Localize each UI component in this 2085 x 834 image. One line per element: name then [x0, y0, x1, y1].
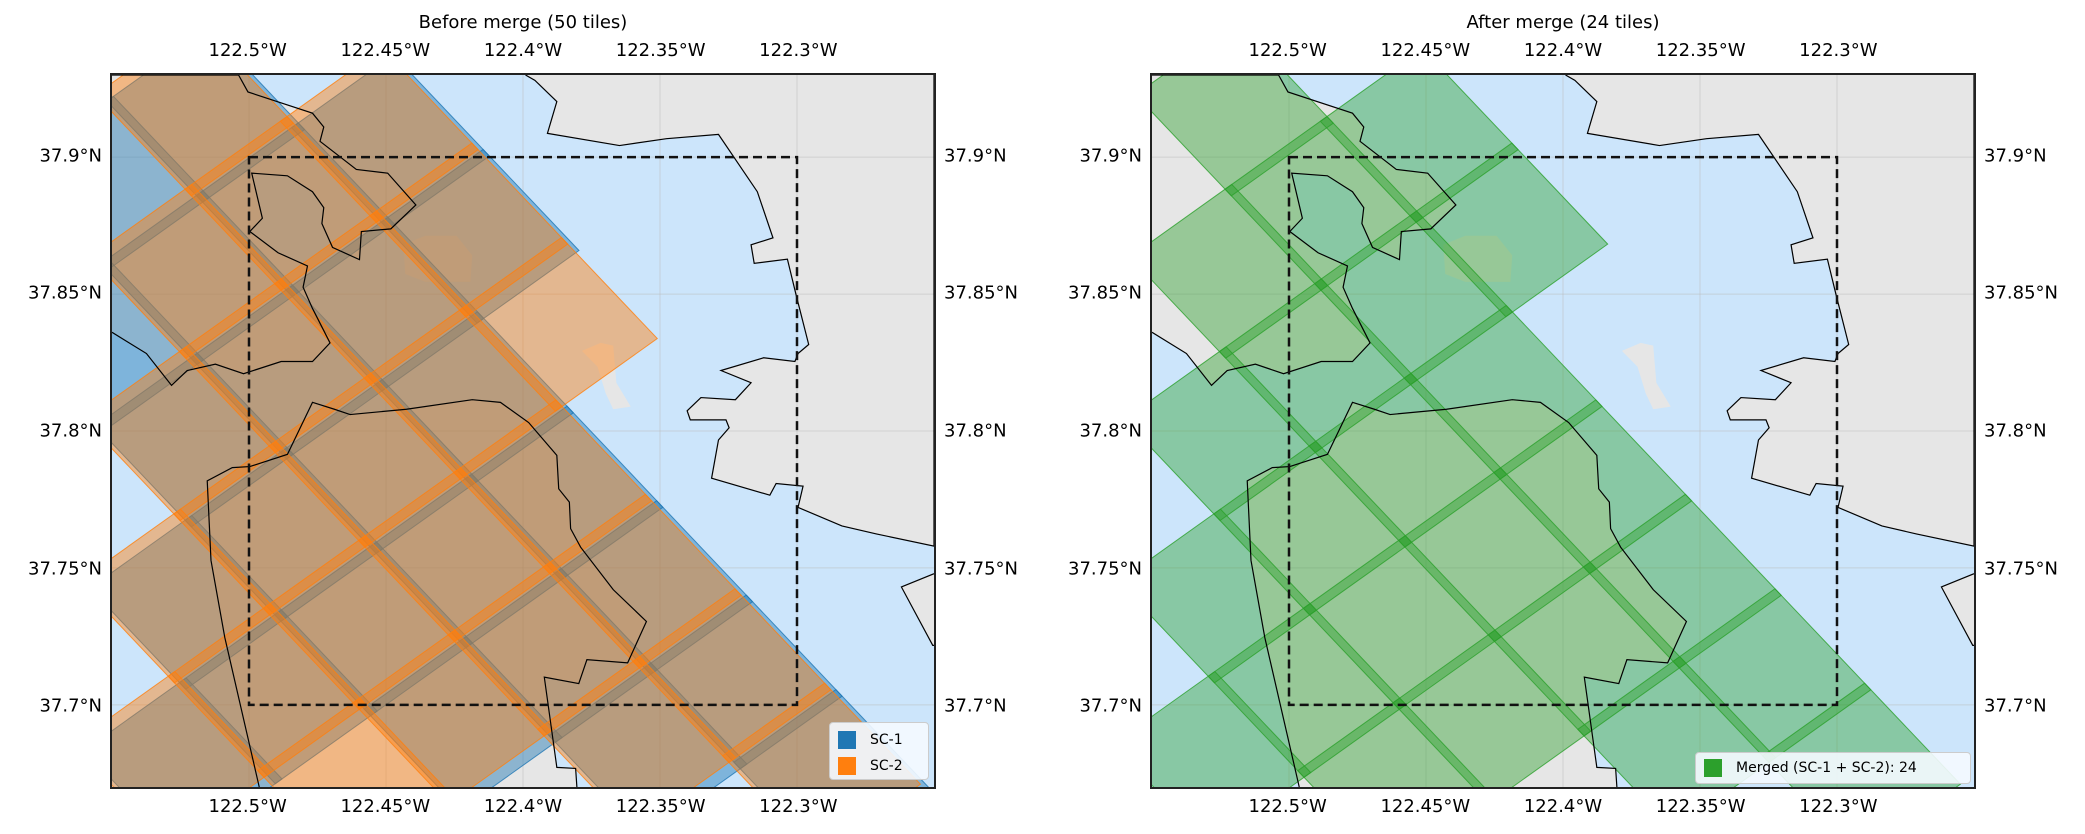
lat-tick-label-left: 37.75°N	[28, 558, 102, 580]
lat-tick-label-right: 37.85°N	[1984, 282, 2058, 304]
coastline	[1247, 400, 1686, 787]
lat-tick-label-left: 37.7°N	[1079, 695, 1142, 717]
lon-tick-label-bottom: 122.4°W	[483, 796, 563, 817]
lat-tick-label-right: 37.75°N	[944, 558, 1018, 580]
land-angel	[403, 235, 473, 282]
lon-tick-label-bottom: 122.45°W	[1380, 796, 1471, 817]
before-merge-panel: Before merge (50 tiles) SC-1 SC-2 122.5°…	[0, 0, 1040, 834]
lon-tick-label-top: 122.5°W	[1248, 40, 1327, 61]
legend-label: SC-2	[870, 758, 903, 774]
lon-tick-label-top: 122.5°W	[208, 40, 287, 61]
lon-tick-label-bottom: 122.5°W	[208, 796, 287, 817]
map-before	[112, 75, 934, 787]
lon-tick-label-bottom: 122.5°W	[1248, 796, 1327, 817]
land-marin	[1152, 75, 1456, 386]
sc1-tile	[381, 149, 579, 323]
lon-tick-label-top: 122.4°W	[483, 40, 563, 61]
lon-tick-label-top: 122.35°W	[1655, 40, 1746, 61]
legend-item-sc1: SC-1	[838, 727, 920, 753]
coastline	[112, 75, 416, 385]
legend: SC-1 SC-2	[829, 722, 929, 780]
merged-tile	[1298, 698, 1496, 787]
lon-tick-label-bottom: 122.4°W	[1523, 796, 1603, 817]
merged-tile	[1410, 143, 1608, 317]
lon-tick-label-bottom: 122.35°W	[1655, 796, 1746, 817]
lon-tick-label-bottom: 122.3°W	[1799, 796, 1878, 817]
sc2-tile	[258, 698, 456, 787]
coastline	[1941, 574, 1974, 646]
lat-tick-label-left: 37.9°N	[1079, 145, 1142, 167]
legend: Merged (SC-1 + SC-2): 24	[1695, 752, 1971, 784]
lon-tick-label-bottom: 122.45°W	[340, 796, 431, 817]
land-treasure	[1621, 342, 1671, 410]
land-marin	[112, 75, 416, 386]
map-axes-before	[110, 73, 936, 789]
lon-tick-label-top: 122.35°W	[615, 40, 706, 61]
lat-tick-label-left: 37.9°N	[39, 145, 102, 167]
lon-tick-label-bottom: 122.35°W	[615, 796, 706, 817]
sc2-swatch	[838, 757, 856, 775]
lat-tick-label-left: 37.7°N	[39, 695, 102, 717]
lat-tick-label-left: 37.8°N	[1079, 420, 1142, 442]
after-merge-panel: After merge (24 tiles) Merged (SC-1 + SC…	[1040, 0, 2080, 834]
land-alameda	[1941, 573, 1974, 646]
lat-tick-label-right: 37.9°N	[1984, 145, 2047, 167]
lat-tick-label-left: 37.85°N	[28, 282, 102, 304]
legend-label: SC-1	[870, 732, 903, 748]
coastline	[207, 400, 646, 787]
coastline	[1566, 75, 1974, 546]
lat-tick-label-left: 37.8°N	[39, 420, 102, 442]
aoi-boundary	[249, 157, 797, 705]
legend-item-merged: Merged (SC-1 + SC-2): 24	[1704, 755, 1962, 781]
land-treasure	[581, 342, 631, 410]
lon-tick-label-top: 122.3°W	[759, 40, 838, 61]
lat-tick-label-right: 37.8°N	[944, 420, 1007, 442]
lon-tick-label-top: 122.45°W	[340, 40, 431, 61]
land-angel	[1443, 235, 1513, 282]
sc2-tile	[460, 238, 658, 412]
lat-tick-label-right: 37.7°N	[1984, 695, 2047, 717]
coastline	[526, 75, 934, 546]
panel-title: After merge (24 tiles)	[1466, 12, 1660, 33]
panel-title: Before merge (50 tiles)	[418, 12, 628, 33]
map-after	[1152, 75, 1974, 787]
lon-tick-label-bottom: 122.3°W	[759, 796, 838, 817]
coastline	[1152, 75, 1456, 385]
map-axes-after	[1150, 73, 1976, 789]
legend-label: Merged (SC-1 + SC-2): 24	[1736, 760, 1917, 776]
land-alameda	[901, 573, 934, 646]
merged-swatch	[1704, 759, 1722, 777]
lon-tick-label-top: 122.45°W	[1380, 40, 1471, 61]
lat-tick-label-right: 37.7°N	[944, 695, 1007, 717]
lat-tick-label-right: 37.75°N	[1984, 558, 2058, 580]
lat-tick-label-right: 37.9°N	[944, 145, 1007, 167]
lon-tick-label-top: 122.4°W	[1523, 40, 1603, 61]
lon-tick-label-top: 122.3°W	[1799, 40, 1878, 61]
legend-item-sc2: SC-2	[838, 753, 920, 779]
land-eastbay	[1565, 75, 1974, 547]
lat-tick-label-right: 37.8°N	[1984, 420, 2047, 442]
lat-tick-label-left: 37.75°N	[1068, 558, 1142, 580]
aoi-boundary	[1289, 157, 1837, 705]
land-eastbay	[525, 75, 934, 547]
lat-tick-label-right: 37.85°N	[944, 282, 1018, 304]
sc1-swatch	[838, 731, 856, 749]
coastline	[901, 574, 934, 646]
lat-tick-label-left: 37.85°N	[1068, 282, 1142, 304]
